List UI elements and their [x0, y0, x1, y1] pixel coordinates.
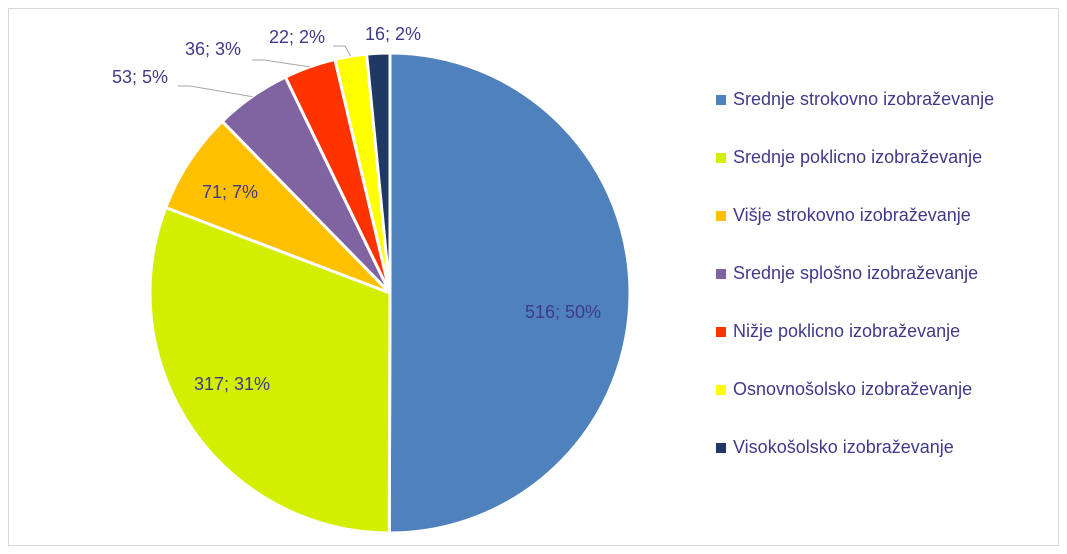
leader-line — [333, 45, 352, 57]
legend-label: Srednje poklicno izobraževanje — [733, 147, 982, 167]
legend-label: Osnovnošolsko izobraževanje — [733, 379, 972, 399]
pie-slice — [364, 51, 392, 294]
data-label: 16; 2% — [365, 24, 421, 44]
leader-line — [178, 85, 253, 98]
data-label: 36; 3% — [185, 39, 241, 59]
data-label: 71; 7% — [202, 182, 258, 202]
leader-line — [252, 59, 310, 68]
data-label: 317; 31% — [194, 374, 270, 394]
pie-slice — [163, 119, 392, 295]
legend-swatch — [716, 327, 726, 337]
legend-swatch — [716, 153, 726, 163]
legend-label: Srednje splošno izobraževanje — [733, 263, 978, 283]
legend-label: Srednje strokovno izobraževanje — [733, 89, 994, 109]
pie-slice — [387, 51, 632, 535]
legend-swatch — [716, 269, 726, 279]
legend-label: Višje strokovno izobraževanje — [733, 205, 971, 225]
data-label: 516; 50% — [525, 302, 601, 322]
pie-slice — [148, 205, 392, 535]
legend-swatch — [716, 443, 726, 453]
data-label: 22; 2% — [269, 27, 325, 47]
legend-label: Visokošolsko izobraževanje — [733, 437, 954, 457]
legend-label: Nižje poklicno izobraževanje — [733, 321, 960, 341]
data-label: 53; 5% — [112, 67, 168, 87]
legend-swatch — [716, 385, 726, 395]
legend-swatch — [716, 95, 726, 105]
legend-swatch — [716, 211, 726, 221]
